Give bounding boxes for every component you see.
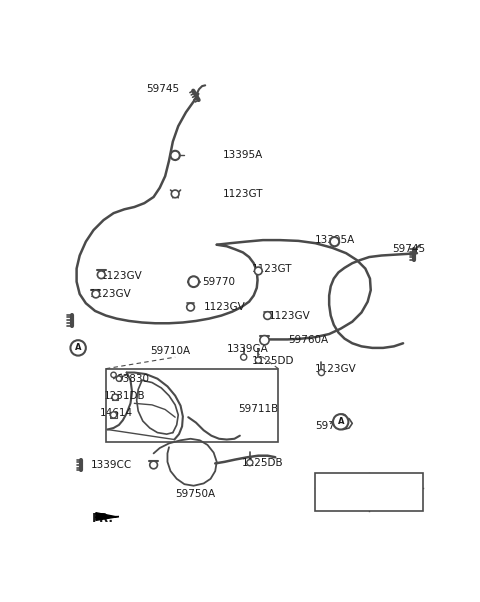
- Circle shape: [385, 491, 390, 495]
- Text: 59770: 59770: [202, 277, 235, 287]
- Text: 1123GT: 1123GT: [252, 264, 293, 273]
- Text: 59711B: 59711B: [238, 405, 278, 415]
- Text: 1123GV: 1123GV: [90, 289, 132, 299]
- Text: 59745: 59745: [146, 84, 179, 94]
- Circle shape: [116, 376, 121, 382]
- Circle shape: [110, 412, 117, 418]
- Text: 59752: 59752: [315, 421, 348, 432]
- Text: 1339CC: 1339CC: [90, 460, 132, 470]
- Circle shape: [254, 267, 262, 275]
- Text: 1123GV: 1123GV: [315, 364, 357, 374]
- Text: 1125DD: 1125DD: [252, 356, 294, 366]
- Text: 1123GV: 1123GV: [204, 302, 245, 312]
- Circle shape: [247, 459, 253, 466]
- Circle shape: [71, 340, 86, 356]
- Bar: [315, 473, 423, 511]
- Text: 59750A: 59750A: [175, 489, 216, 499]
- Text: 1123GV: 1123GV: [101, 272, 143, 281]
- Text: 59710A: 59710A: [150, 346, 190, 356]
- Circle shape: [260, 335, 269, 345]
- Circle shape: [187, 303, 194, 311]
- Circle shape: [150, 461, 157, 469]
- Circle shape: [330, 237, 339, 246]
- Circle shape: [240, 354, 247, 360]
- Circle shape: [92, 290, 100, 298]
- Circle shape: [170, 150, 180, 160]
- Text: 1231DB: 1231DB: [104, 391, 145, 401]
- Circle shape: [340, 414, 346, 420]
- Text: 13395A: 13395A: [315, 235, 356, 245]
- Text: 59716B: 59716B: [322, 476, 362, 485]
- Text: 14614: 14614: [100, 408, 133, 418]
- Text: 13395A: 13395A: [223, 150, 263, 160]
- Circle shape: [264, 312, 271, 320]
- Text: 59760A: 59760A: [288, 335, 328, 345]
- Circle shape: [188, 276, 199, 287]
- Circle shape: [171, 190, 179, 197]
- Circle shape: [112, 394, 118, 400]
- Bar: [106, 368, 278, 442]
- Text: 1339GA: 1339GA: [227, 344, 268, 355]
- Circle shape: [255, 357, 262, 363]
- Text: 59951B: 59951B: [374, 476, 414, 485]
- Circle shape: [97, 271, 105, 279]
- Text: 1123GV: 1123GV: [269, 311, 311, 320]
- Text: A: A: [75, 343, 82, 352]
- Circle shape: [318, 370, 324, 376]
- Text: 1125DB: 1125DB: [242, 458, 284, 468]
- Text: 1123GT: 1123GT: [223, 189, 264, 199]
- Circle shape: [325, 491, 330, 497]
- Text: FR.: FR.: [92, 512, 114, 526]
- Circle shape: [111, 372, 116, 377]
- Polygon shape: [96, 513, 119, 520]
- Circle shape: [380, 495, 386, 502]
- Text: 93830: 93830: [117, 374, 150, 383]
- Circle shape: [333, 414, 348, 429]
- Text: A: A: [337, 417, 344, 426]
- Text: 59745: 59745: [392, 244, 425, 254]
